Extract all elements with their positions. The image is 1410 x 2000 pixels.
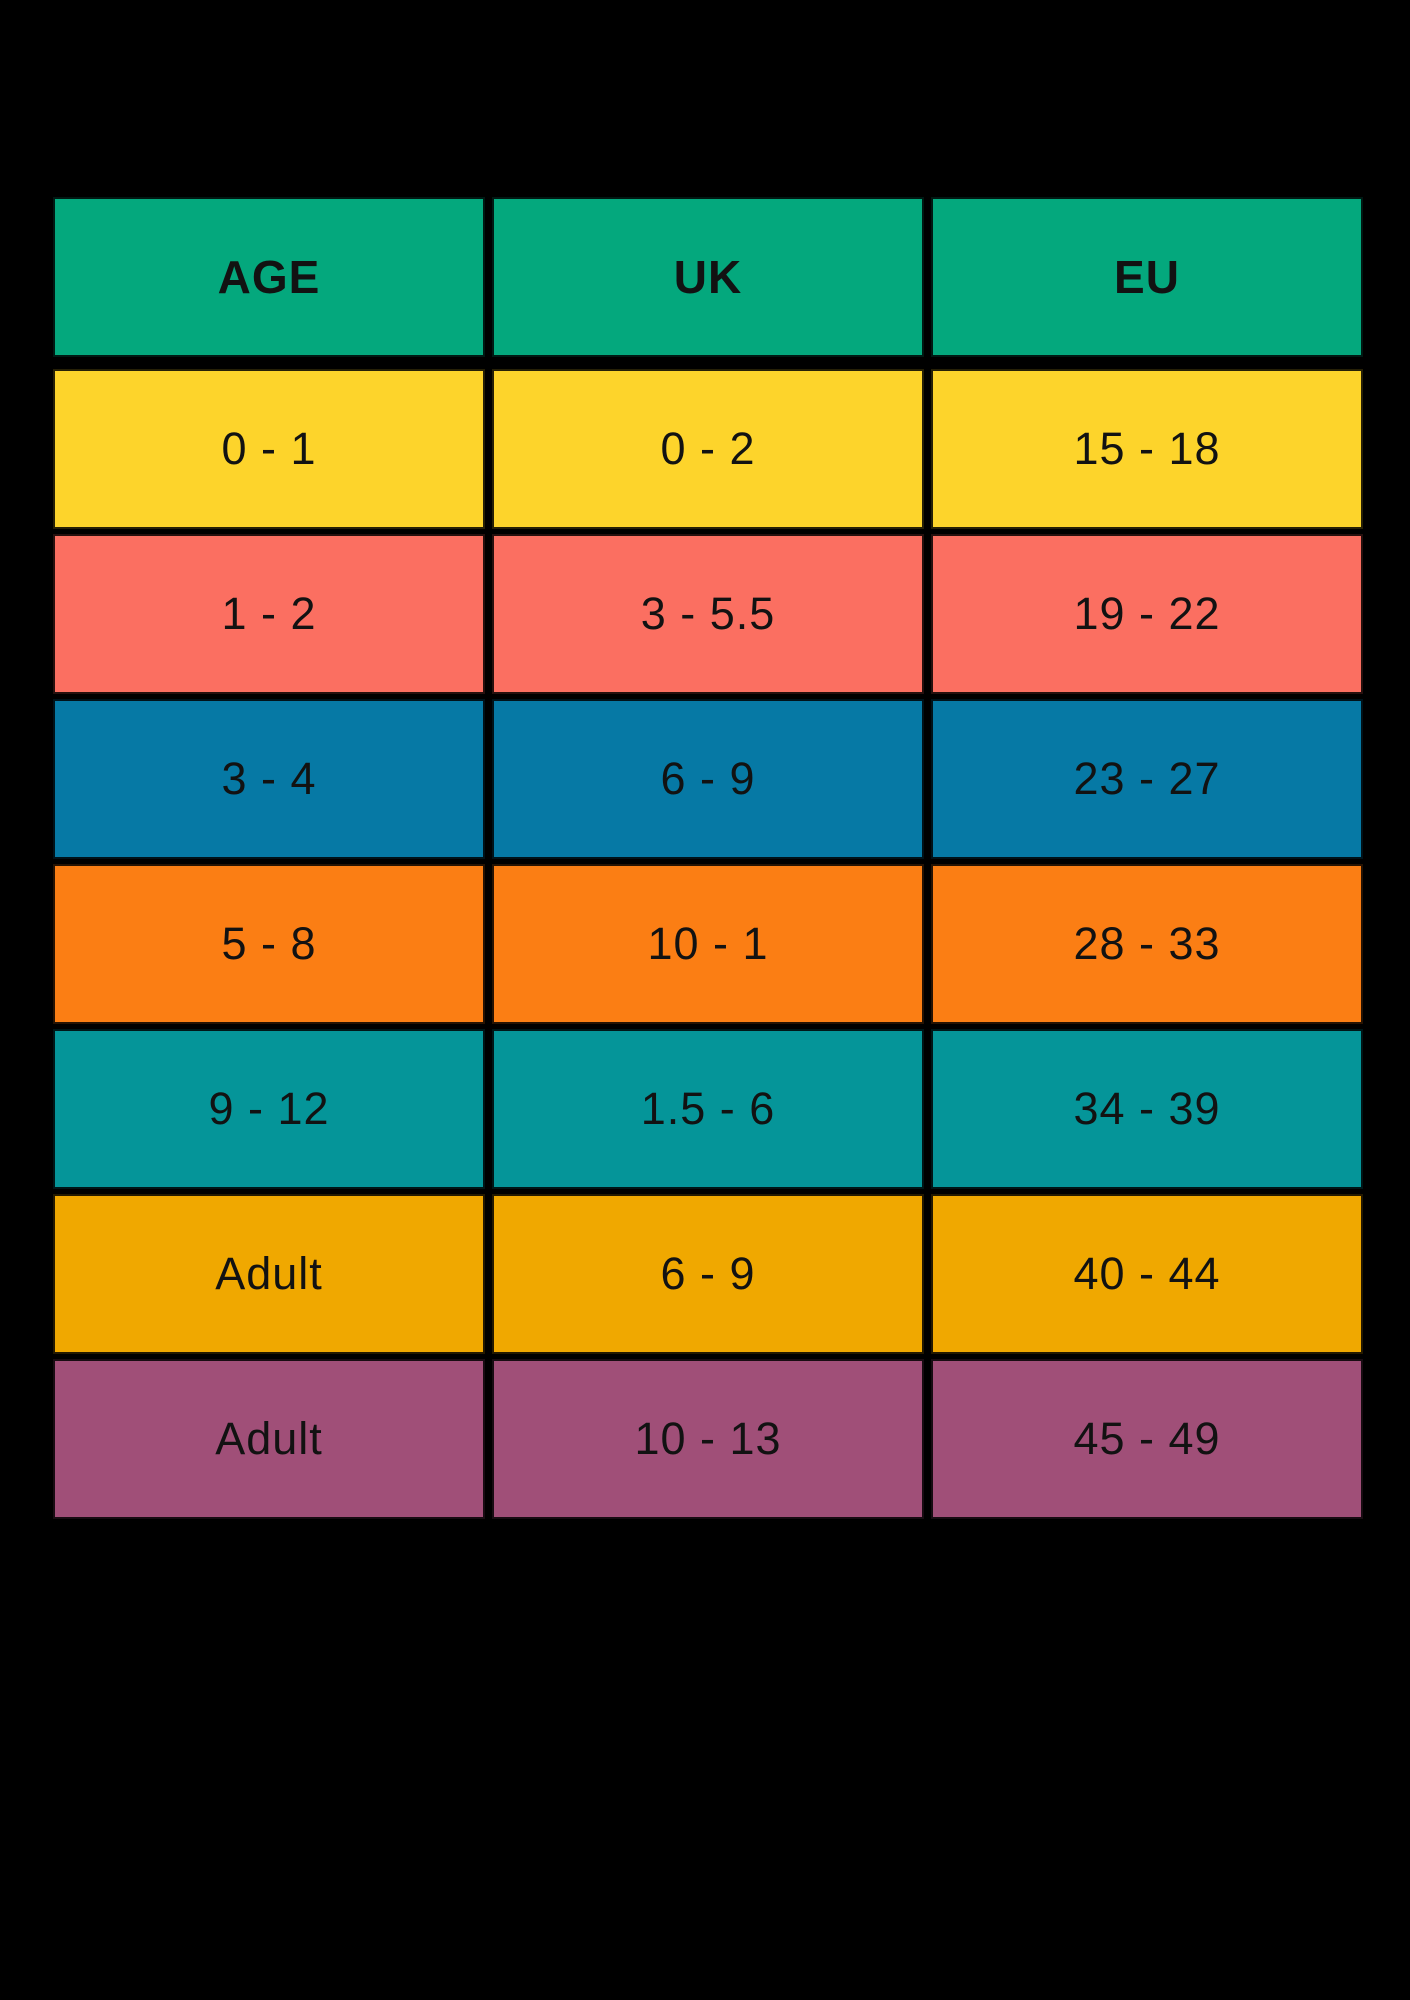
table-cell-age: 1 - 2: [53, 534, 485, 694]
column-header-eu: EU: [931, 197, 1363, 357]
table-cell-uk: 10 - 1: [492, 864, 924, 1024]
column-header-uk: UK: [492, 197, 924, 357]
table-cell-eu: 28 - 33: [931, 864, 1363, 1024]
table-cell-age: Adult: [53, 1359, 485, 1519]
column-header-age: AGE: [53, 197, 485, 357]
table-cell-age: 0 - 1: [53, 369, 485, 529]
table-cell-age: Adult: [53, 1194, 485, 1354]
table-cell-age: 3 - 4: [53, 699, 485, 859]
table-row: Adult 6 - 9 40 - 44: [53, 1194, 1363, 1354]
table-row: Adult 10 - 13 45 - 49: [53, 1359, 1363, 1519]
table-cell-uk: 6 - 9: [492, 1194, 924, 1354]
table-cell-eu: 34 - 39: [931, 1029, 1363, 1189]
table-cell-uk: 10 - 13: [492, 1359, 924, 1519]
table-cell-eu: 19 - 22: [931, 534, 1363, 694]
table-row: 9 - 12 1.5 - 6 34 - 39: [53, 1029, 1363, 1189]
table-cell-uk: 6 - 9: [492, 699, 924, 859]
table-cell-eu: 45 - 49: [931, 1359, 1363, 1519]
table-cell-uk: 3 - 5.5: [492, 534, 924, 694]
table-cell-uk: 0 - 2: [492, 369, 924, 529]
table-cell-age: 9 - 12: [53, 1029, 485, 1189]
table-row: 5 - 8 10 - 1 28 - 33: [53, 864, 1363, 1024]
table-cell-uk: 1.5 - 6: [492, 1029, 924, 1189]
table-cell-age: 5 - 8: [53, 864, 485, 1024]
table-cell-eu: 15 - 18: [931, 369, 1363, 529]
table-header-row: AGE UK EU: [53, 197, 1363, 357]
table-cell-eu: 40 - 44: [931, 1194, 1363, 1354]
table-cell-eu: 23 - 27: [931, 699, 1363, 859]
